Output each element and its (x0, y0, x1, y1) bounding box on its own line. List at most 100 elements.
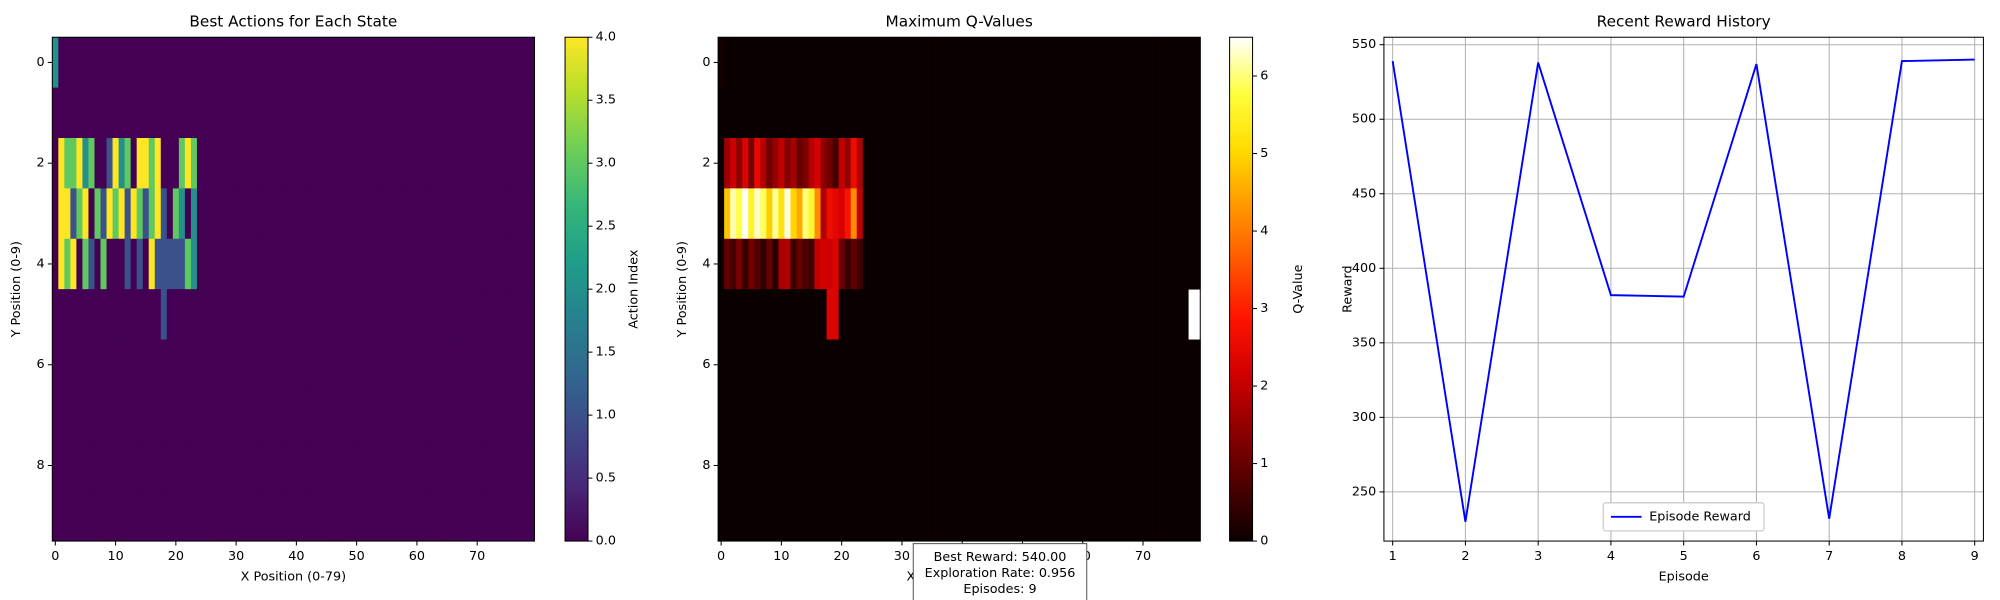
heatmap-cell (856, 138, 864, 189)
heatmap-cell (1164, 490, 1171, 542)
heatmap-cell (995, 238, 1002, 290)
heatmap-cell (856, 490, 864, 542)
heatmap-cell (154, 490, 162, 542)
heatmap-cell (1085, 188, 1093, 240)
heatmap-cell (748, 339, 755, 391)
heatmap-cell (1164, 440, 1171, 492)
heatmap-cell (1025, 138, 1032, 189)
heatmap-cell (1037, 87, 1044, 139)
heatmap-cell (1109, 289, 1117, 340)
heatmap-cell (251, 490, 258, 542)
heatmap-cell (1061, 138, 1069, 189)
heatmap-cell (874, 389, 882, 441)
heatmap-cell (215, 238, 222, 290)
heatmap-cell (1085, 440, 1093, 492)
heatmap-cell (528, 389, 535, 441)
heatmap-cell (528, 188, 535, 240)
heatmap-cell (88, 490, 95, 542)
heatmap-cell (1025, 37, 1032, 89)
heatmap-cell (221, 389, 228, 441)
heatmap-cell (826, 440, 834, 492)
heatmap-cell (353, 138, 361, 189)
heatmap-cell (359, 87, 367, 139)
heatmap-cell (160, 389, 168, 441)
heatmap-cell (989, 389, 996, 441)
heatmap-cell (1152, 389, 1159, 441)
heatmap-cell (947, 238, 954, 290)
heatmap-cell (528, 490, 535, 542)
heatmap-cell (718, 238, 725, 290)
heatmap-cell (898, 440, 906, 492)
heatmap-cell (335, 238, 342, 290)
heatmap-cell (227, 138, 234, 189)
heatmap-cell (1007, 490, 1014, 542)
heatmap-cell (208, 389, 216, 441)
heatmap-cell (1043, 289, 1050, 340)
heatmap-cell (886, 188, 894, 240)
heatmap-cell (329, 238, 336, 290)
heatmap-cell (76, 440, 83, 492)
heatmap-cell (450, 138, 457, 189)
heatmap-cell (892, 87, 900, 139)
heatmap-cell (808, 389, 815, 441)
heatmap-cell (76, 289, 83, 340)
heatmap-cell (353, 238, 361, 290)
heatmap-cell (1019, 188, 1026, 240)
heatmap-cell (724, 389, 731, 441)
heatmap-cell (407, 289, 415, 340)
heatmap-cell (504, 238, 511, 290)
heatmap-cell (263, 289, 270, 340)
heatmap-cell (1025, 289, 1032, 340)
heatmap-cell (480, 490, 487, 542)
heatmap-cell (257, 289, 264, 340)
heatmap-cell (184, 188, 192, 240)
heatmap-cell (166, 389, 174, 441)
heatmap-cell (826, 37, 834, 89)
heatmap-cell (1001, 138, 1008, 189)
heatmap-cell (287, 87, 294, 139)
heatmap-cell (1079, 188, 1087, 240)
heatmap-cell (528, 87, 535, 139)
heatmap-cell (730, 37, 737, 89)
heatmap-cell (275, 440, 282, 492)
heatmap-cell (1158, 37, 1165, 89)
heatmap-cell (983, 87, 990, 139)
heatmap-cell (1158, 188, 1165, 240)
heatmap-cell (444, 87, 451, 139)
heatmap-cell (528, 138, 535, 189)
heatmap-cell (1037, 238, 1044, 290)
heatmap-cell (383, 138, 391, 189)
heatmap-cell (257, 389, 264, 441)
y-tick-label: 8 (702, 458, 710, 473)
heatmap-cell (221, 440, 228, 492)
heatmap-cell (1091, 87, 1099, 139)
heatmap-cell (504, 440, 511, 492)
heatmap-cell (886, 37, 894, 89)
heatmap-cell (1025, 440, 1032, 492)
heatmap-cell (263, 339, 270, 391)
heatmap-cell (808, 289, 815, 340)
heatmap-cell (778, 389, 785, 441)
heatmap-cell (172, 87, 180, 139)
heatmap-cell (1121, 490, 1129, 542)
heatmap-cell (1007, 188, 1014, 240)
heatmap-cell (947, 188, 954, 240)
x-tick-label: 60 (409, 549, 425, 564)
heatmap-cell (257, 37, 264, 89)
heatmap-cell (130, 238, 138, 290)
heatmap-cell (492, 289, 499, 340)
y-axis-label: Y Position (0-9) (675, 241, 690, 338)
heatmap-cell (1079, 339, 1087, 391)
heatmap-cell (1031, 188, 1038, 240)
heatmap-cell (808, 238, 815, 290)
heatmap-cell (838, 440, 846, 492)
heatmap-cell (947, 289, 954, 340)
heatmap-cell (413, 87, 421, 139)
heatmap-cell (1073, 289, 1081, 340)
heatmap-cell (947, 339, 954, 391)
heatmap-cell (868, 389, 876, 441)
heatmap-cell (166, 238, 174, 290)
heatmap-cell (359, 389, 367, 441)
heatmap-cell (1146, 440, 1153, 492)
